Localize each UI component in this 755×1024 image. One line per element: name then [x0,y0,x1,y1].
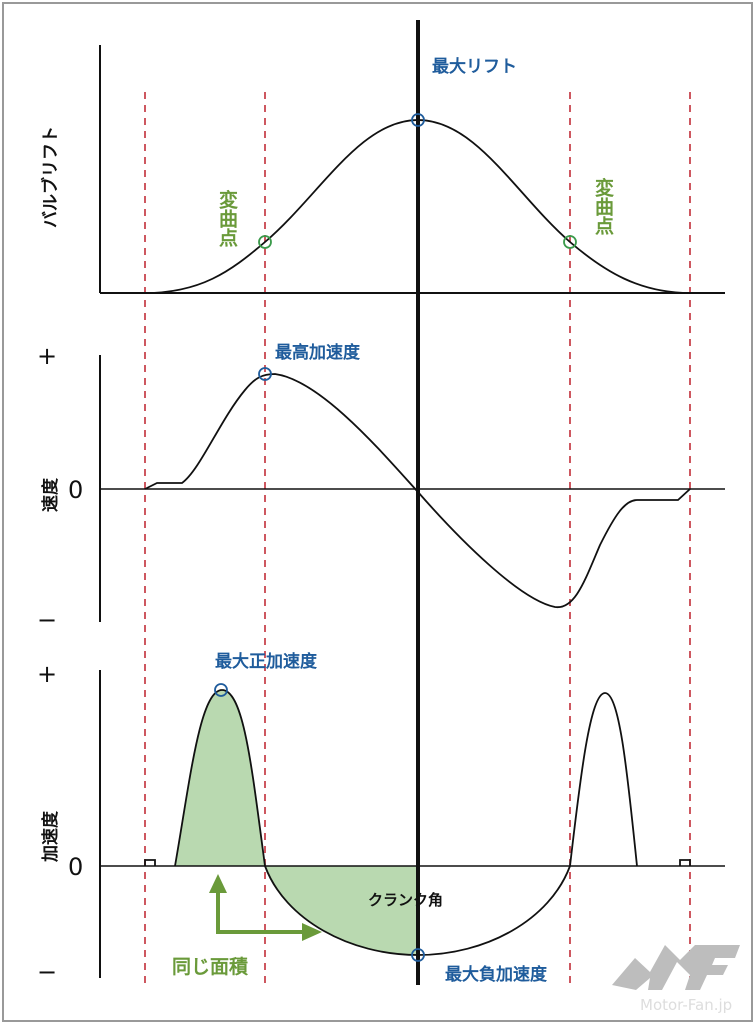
max-negative-accel-marker [411,948,425,962]
same-area-label: 同じ面積 [172,955,248,978]
inflection-label-left: 変曲点 [216,189,238,248]
inflection-label-right: 変曲点 [592,177,614,236]
crank-angle-label: クランク角 [368,891,443,909]
positive-accel-area [175,690,265,866]
same-area-arrow [209,874,322,941]
max-velocity-label: 最高加速度 [275,342,361,363]
velocity-plus-tick: + [37,342,57,370]
max-lift-marker [411,113,425,127]
velocity-zero-tick: 0 [68,476,83,504]
accel-curve [144,689,691,956]
max-positive-accel-marker [214,683,228,697]
velocity-axis-label: 速度 [40,477,61,512]
motor-fan-logo: Motor-Fan.jp [612,945,740,1014]
max-positive-accel-label: 最大正加速度 [215,651,318,672]
inflection-marker-left [258,235,272,249]
accel-minus-tick: − [37,958,57,986]
velocity-curve [144,373,691,608]
accel-zero-tick: 0 [68,853,83,881]
max-velocity-marker [258,367,272,381]
logo-text: Motor-Fan.jp [640,996,732,1014]
max-negative-accel-label: 最大負加速度 [445,964,548,985]
accel-axis-label: 加速度 [40,810,61,863]
valve-lift-curve [144,119,691,294]
max-lift-label: 最大リフト [432,56,517,77]
inflection-marker-right [563,235,577,249]
velocity-minus-tick: − [37,606,57,634]
negative-accel-area [265,866,418,955]
accel-plus-tick: + [37,660,57,688]
valve-lift-axis-label: バルブリフト [40,126,61,228]
